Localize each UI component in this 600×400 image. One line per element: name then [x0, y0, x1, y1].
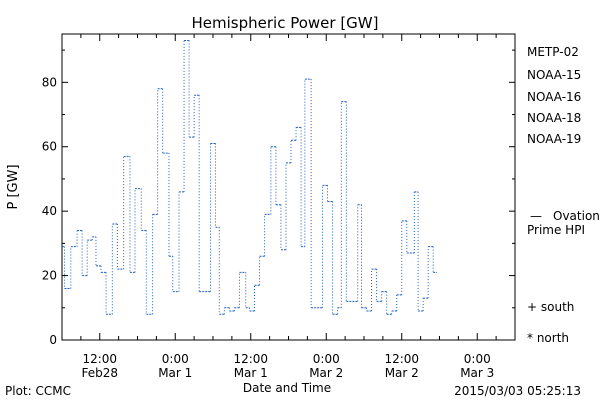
x-tick-label-date: Mar 1	[158, 366, 192, 380]
ovation-prime-hpi-series	[62, 39, 437, 315]
south-marker-legend: + south	[527, 300, 574, 314]
model-legend-line2: Prime HPI	[527, 223, 585, 237]
footer-timestamp: 2015/03/03 05:25:13	[454, 384, 581, 398]
y-tick-label: 80	[42, 75, 57, 89]
y-tick-label: 0	[49, 333, 57, 347]
legend-entry: NOAA-18	[527, 111, 581, 125]
model-legend-line1: Ovation	[553, 209, 600, 223]
x-tick-label-time: 0:00	[313, 352, 340, 366]
legend-entry: NOAA-16	[527, 90, 581, 104]
y-tick-label: 40	[42, 204, 57, 218]
y-axis-label: P [GW]	[6, 164, 21, 209]
footer-plot-source: Plot: CCMC	[5, 384, 71, 398]
legend-entry: NOAA-19	[527, 132, 581, 146]
x-tick-label-time: 12:00	[82, 352, 117, 366]
x-tick-label-time: 0:00	[464, 352, 491, 366]
x-axis-label: Date and Time	[243, 381, 331, 395]
x-tick-label-date: Mar 3	[460, 366, 494, 380]
x-tick-label-date: Mar 1	[234, 366, 268, 380]
chart-title: Hemispheric Power [GW]	[192, 14, 379, 32]
model-line-marker: —	[530, 209, 542, 223]
y-tick-label: 60	[42, 140, 57, 154]
legend: METP-02 NOAA-15 NOAA-16 NOAA-18 NOAA-19 …	[527, 45, 600, 345]
north-marker-legend: * north	[527, 331, 569, 345]
x-tick-label-time: 12:00	[384, 352, 419, 366]
x-tick-label-time: 12:00	[233, 352, 268, 366]
legend-entry: METP-02	[527, 45, 579, 59]
x-tick-label-time: 0:00	[162, 352, 189, 366]
x-tick-label-date: Mar 2	[385, 366, 419, 380]
y-tick-label: 20	[42, 269, 57, 283]
x-tick-label-date: Feb28	[81, 366, 118, 380]
x-tick-label-date: Mar 2	[309, 366, 343, 380]
legend-entry: NOAA-15	[527, 68, 581, 82]
y-axis: 0 20 40 60 80	[42, 49, 515, 347]
